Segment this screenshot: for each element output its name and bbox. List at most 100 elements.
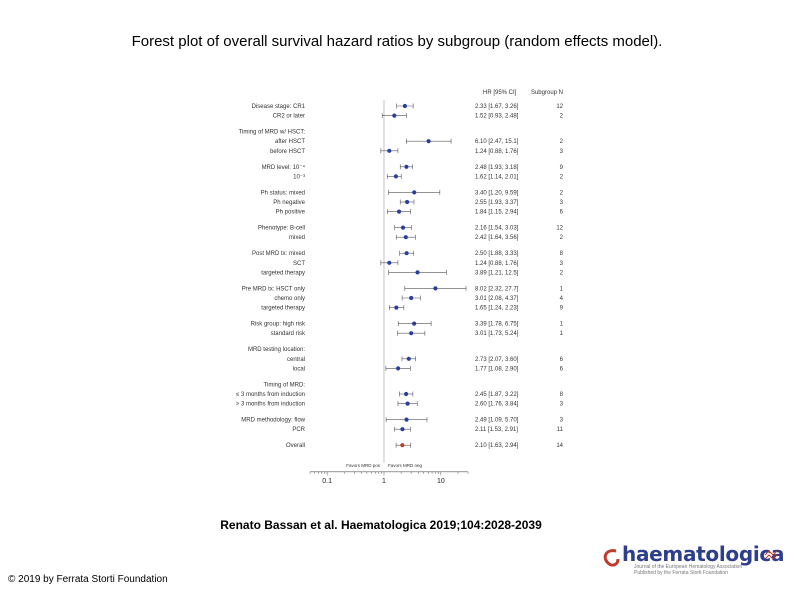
ci-value: 1.84 [1.15, 2.94] (475, 210, 519, 216)
row-label: 10⁻³ (293, 174, 305, 180)
row-label: Ph status: mixed (261, 190, 305, 196)
hr-point (405, 199, 410, 205)
n-value: 8 (560, 251, 564, 257)
row-label: MRD level: 10⁻⁴ (262, 164, 306, 171)
ci-value: 2.42 [1.64, 3.56] (475, 235, 519, 241)
row-label: ≤ 3 months from induction (236, 392, 305, 398)
ci-value: 1.52 [0.93, 2.48] (475, 114, 519, 120)
ci-value: 2.10 [1.63, 2.94] (475, 443, 519, 449)
n-value: 1 (560, 331, 564, 337)
ci-value: 1.62 [1.14, 2.01] (475, 174, 519, 180)
row-label: PCR (292, 427, 305, 433)
hr-point (404, 164, 409, 169)
n-value: 6 (560, 366, 564, 372)
n-value: 14 (556, 443, 563, 449)
hr-point (426, 139, 431, 144)
hr-point (406, 356, 411, 361)
n-value: 3 (560, 261, 564, 267)
x-tick-label: 0.1 (322, 478, 332, 485)
row-label: Disease stage: CR1 (252, 104, 306, 110)
n-value: 2 (560, 270, 564, 276)
row-label: mixed (289, 235, 305, 241)
row-label: Ph positive (276, 210, 306, 216)
ci-value: 2.11 [1.53, 2.91] (475, 427, 518, 433)
n-value: 9 (560, 306, 564, 312)
logo-subtitle: Journal of the European Hematology Assoc… (634, 564, 743, 576)
hr-point (412, 321, 417, 326)
ci-column-header: HR [95% CI] (483, 90, 517, 96)
hr-point (404, 251, 409, 256)
row-label: standard risk (271, 331, 306, 337)
ci-value: 3.89 [1.21, 12.5] (475, 270, 519, 276)
ci-value: 8.02 [2.32, 27.7] (475, 286, 519, 292)
ci-value: 2.48 [1.93, 3.18] (475, 165, 519, 171)
x-tick-label: 1 (382, 478, 386, 485)
n-value: 2 (560, 190, 564, 196)
row-label: Risk group: high risk (251, 322, 306, 328)
row-label: Timing of MRD w/ HSCT: (239, 130, 306, 136)
journal-logo: haematologica Journal of the European He… (600, 542, 784, 577)
favors-left-label: Favors MRD pos (346, 463, 381, 468)
hr-point (402, 103, 407, 109)
row-label: SCT (293, 261, 305, 267)
n-value: 2 (560, 235, 564, 241)
row-label: Overall (286, 443, 305, 449)
forest-plot: HR [95% CI] Subgroup N Disease stage: CR1 2… (236, 90, 564, 485)
n-value: 12 (556, 104, 563, 110)
n-value: 6 (560, 210, 564, 216)
n-value: 3 (560, 418, 564, 424)
hr-point (404, 417, 409, 422)
ci-value: 2.50 [1.88, 3.33] (475, 251, 519, 257)
ci-value: 3.01 [2.08, 4.37] (475, 296, 519, 302)
n-value: 11 (557, 427, 564, 433)
ci-value: 2.49 [1.09, 5.70] (475, 418, 519, 424)
hr-point (409, 331, 414, 336)
hr-point (395, 366, 401, 371)
hr-point (396, 209, 402, 214)
ci-value: 2.16 [1.54, 3.03] (475, 226, 519, 232)
ci-value: 2.60 [1.76, 3.84] (475, 402, 519, 408)
hr-point (393, 174, 399, 179)
hr-point (392, 113, 397, 118)
ci-value: 1.65 [1.24, 2.23] (475, 306, 519, 312)
row-label: Phenotype: B-cell (258, 226, 305, 232)
ehat-emblem-icon (764, 550, 778, 560)
n-value: 2 (560, 174, 564, 180)
n-column-header: Subgroup N (531, 90, 563, 96)
hr-point (409, 295, 414, 301)
n-value: 2 (560, 114, 564, 120)
slide-title: Forest plot of overall survival hazard r… (131, 33, 663, 50)
ci-value: 1.24 [0.88, 1.76] (475, 149, 519, 155)
row-label: MRD testing location: (248, 347, 305, 353)
n-value: 12 (556, 226, 563, 232)
ci-value: 1.24 [0.88, 1.76] (475, 261, 519, 267)
ci-value: 2.55 [1.93, 3.37] (475, 200, 519, 206)
n-value: 6 (560, 357, 564, 363)
row-label: targeted therapy (261, 306, 305, 312)
ci-value: 3.01 [1.73, 5.24] (475, 331, 519, 337)
x-tick-label: 10 (437, 478, 445, 485)
row-label: central (287, 357, 305, 363)
row-label: > 3 months from induction (236, 402, 305, 408)
row-label: after HSCT (275, 139, 305, 145)
n-value: 8 (560, 392, 564, 398)
ci-value: 2.45 [1.87, 3.22] (475, 392, 519, 398)
overall-point (400, 443, 405, 448)
row-label: MRD methodology: flow (241, 418, 305, 424)
row-label: chemo only (274, 296, 305, 302)
row-label: targeted therapy (261, 270, 305, 276)
hr-point (400, 225, 406, 230)
logo-wordmark: haematologica (622, 542, 785, 566)
n-value: 9 (560, 165, 564, 171)
n-value: 2 (560, 139, 564, 145)
row-label: Post MRD tx: mixed (252, 251, 305, 257)
n-value: 3 (560, 200, 564, 206)
hr-point (404, 391, 409, 397)
n-value: 4 (560, 296, 564, 302)
ci-value: 2.73 [2.07, 3.60] (475, 357, 519, 363)
hr-point (400, 427, 405, 432)
ci-value: 3.40 [1.20, 9.59] (475, 190, 519, 196)
hr-point (433, 286, 438, 291)
hr-point (415, 270, 420, 275)
row-label: Pre MRD tx: HSCT only (242, 286, 305, 292)
